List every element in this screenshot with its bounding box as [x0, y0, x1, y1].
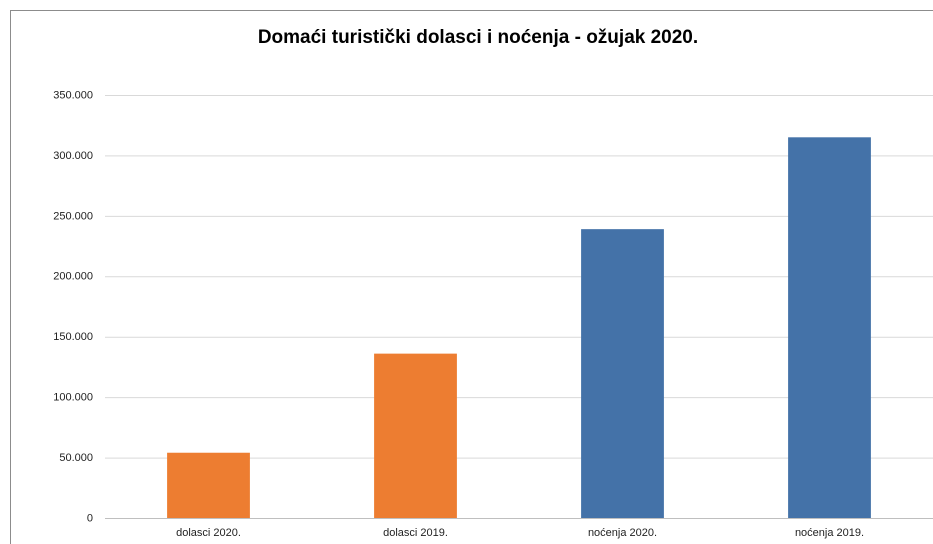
- y-tick-label: 0: [87, 512, 93, 524]
- x-tick-label: noćenja 2019.: [795, 527, 864, 539]
- bar: [788, 137, 871, 519]
- y-tick-label: 200.000: [53, 271, 93, 283]
- y-tick-label: 300.000: [53, 150, 93, 162]
- chart-frame: [10, 10, 933, 544]
- y-tick-label: 100.000: [53, 392, 93, 404]
- x-tick-label: dolasci 2019.: [383, 527, 448, 539]
- y-tick-label: 350.000: [53, 89, 93, 101]
- y-tick-label: 50.000: [59, 452, 93, 464]
- bar: [167, 452, 250, 518]
- x-tick-label: noćenja 2020.: [588, 527, 657, 539]
- y-tick-label: 150.000: [53, 331, 93, 343]
- x-tick-label: dolasci 2020.: [176, 527, 241, 539]
- y-tick-label: 250.000: [53, 210, 93, 222]
- bar: [581, 229, 664, 518]
- chart-title: Domaći turistički dolasci i noćenja - ož…: [258, 27, 698, 48]
- bar: [374, 353, 457, 518]
